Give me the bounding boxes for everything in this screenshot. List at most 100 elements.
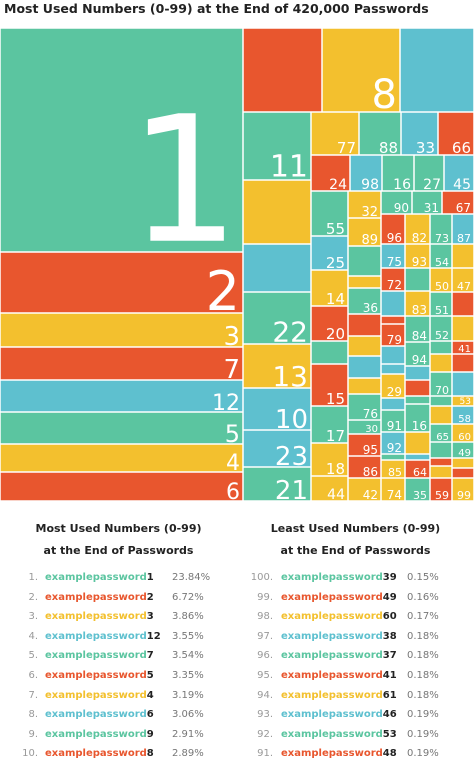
tile-86	[348, 456, 381, 478]
tile-blank-65	[452, 316, 474, 341]
tile-31	[412, 191, 442, 214]
tile-4	[0, 444, 243, 472]
tile-47	[452, 268, 474, 292]
most-used-password-number: 12	[146, 630, 161, 642]
tile-3	[0, 313, 243, 347]
most-used-password-number: 6	[146, 709, 154, 721]
least-used-password: examplepassword53	[281, 725, 397, 745]
tile-label-55: 55	[326, 220, 345, 238]
tile-18	[311, 443, 348, 476]
most-used-password: examplepassword4	[45, 686, 154, 706]
tile-95	[348, 434, 381, 456]
tile-label-18: 18	[326, 460, 345, 478]
tile-96	[381, 214, 405, 244]
most-used-rank: 4.	[28, 630, 38, 642]
tile-82	[405, 214, 430, 244]
tile-label-21: 21	[275, 476, 308, 502]
most-used-percent: 3.55%	[172, 630, 204, 642]
tile-label-77: 77	[337, 139, 356, 157]
most-used-password-number: 4	[146, 689, 154, 701]
tile-label-32: 32	[361, 205, 378, 220]
tile-12	[0, 380, 243, 412]
least-used-percent: 0.17%	[407, 611, 439, 623]
tile-label-84: 84	[412, 329, 427, 343]
tile-label-31: 31	[424, 201, 439, 215]
tile-label-98: 98	[361, 177, 379, 193]
tile-blank-106	[430, 466, 452, 478]
tile-label-83: 83	[412, 303, 427, 317]
tile-label-29: 29	[387, 385, 402, 399]
tile-85	[381, 460, 405, 478]
tile-label-6: 6	[226, 480, 240, 502]
tile-label-30: 30	[365, 424, 378, 435]
least-used-row: 94. examplepassword61 0.18%	[237, 686, 474, 706]
tile-blank-76	[405, 366, 430, 380]
most-used-password-base: examplepassword	[45, 689, 147, 701]
tile-87	[452, 214, 474, 244]
most-used-rank: 5.	[28, 650, 38, 662]
tile-label-92: 92	[387, 441, 402, 455]
least-used-password-base: examplepassword	[281, 670, 383, 681]
most-used-rank: 1.	[28, 572, 38, 583]
tile-label-3: 3	[223, 322, 240, 352]
most-used-password-number: 7	[146, 650, 154, 662]
tile-21	[243, 467, 311, 501]
tile-label-73: 73	[435, 232, 449, 245]
tile-label-16: 16	[412, 419, 427, 433]
least-used-rank: 93.	[257, 709, 273, 721]
most-used-password: examplepassword8	[45, 744, 154, 764]
most-used-percent: 3.54%	[172, 650, 204, 662]
tile-blank-71	[381, 346, 405, 364]
tile-label-53: 53	[460, 397, 471, 407]
least-used-rank: 98.	[257, 611, 273, 623]
tile-8	[322, 28, 400, 112]
most-used-password: examplepassword3	[45, 607, 154, 627]
tile-42	[348, 478, 381, 501]
tile-label-51: 51	[435, 304, 449, 317]
least-used-password-number: 38	[382, 630, 397, 642]
tile-blank-84	[430, 396, 452, 406]
most-used-row: 3. examplepassword3 3.86%	[0, 607, 237, 627]
most-used-rank: 2.	[28, 591, 38, 603]
tile-label-11: 11	[270, 150, 308, 185]
tile-blank-78	[452, 372, 474, 396]
least-used-heading-line2: at the End of Passwords	[280, 544, 431, 557]
tile-70	[430, 372, 452, 396]
least-used-rank: 95.	[257, 670, 273, 681]
tile-label-79: 79	[387, 333, 402, 347]
tile-label-87: 87	[457, 232, 471, 245]
tile-54	[430, 244, 452, 268]
tile-blank-60	[381, 291, 405, 316]
tile-label-66: 66	[452, 139, 471, 157]
least-used-password-base: examplepassword	[281, 650, 383, 662]
chart-title: Most Used Numbers (0-99) at the End of 4…	[4, 1, 429, 16]
tile-blank-102	[430, 458, 452, 466]
least-used-heading-line1: Least Used Numbers (0-99)	[270, 522, 441, 535]
tile-60	[452, 424, 474, 442]
tile-blank-99	[381, 454, 405, 460]
most-used-password-number: 8	[146, 748, 154, 760]
most-used-password: examplepassword5	[45, 666, 154, 686]
most-used-password-base: examplepassword	[45, 591, 147, 603]
tile-label-47: 47	[457, 280, 471, 293]
tile-blank-88	[430, 406, 452, 424]
tile-75	[381, 244, 405, 268]
most-used-password-number: 9	[146, 728, 154, 740]
least-used-row: 93. examplepassword46 0.19%	[237, 705, 474, 725]
least-used-percent: 0.18%	[407, 689, 439, 701]
tile-50	[430, 268, 452, 292]
tile-label-54: 54	[435, 256, 449, 269]
tile-5	[0, 412, 243, 444]
tile-55	[311, 191, 348, 236]
tile-66	[438, 112, 474, 155]
tile-label-5: 5	[225, 420, 240, 448]
most-used-rank: 9.	[28, 728, 38, 740]
least-used-rank: 97.	[257, 630, 273, 642]
least-used-row: 95. examplepassword41 0.18%	[237, 666, 474, 686]
tile-94	[405, 342, 430, 366]
tile-14	[311, 270, 348, 306]
tile-35	[405, 478, 430, 501]
most-used-row: 4. examplepassword12 3.55%	[0, 627, 237, 647]
tile-30	[348, 420, 381, 434]
tile-15	[311, 364, 348, 406]
